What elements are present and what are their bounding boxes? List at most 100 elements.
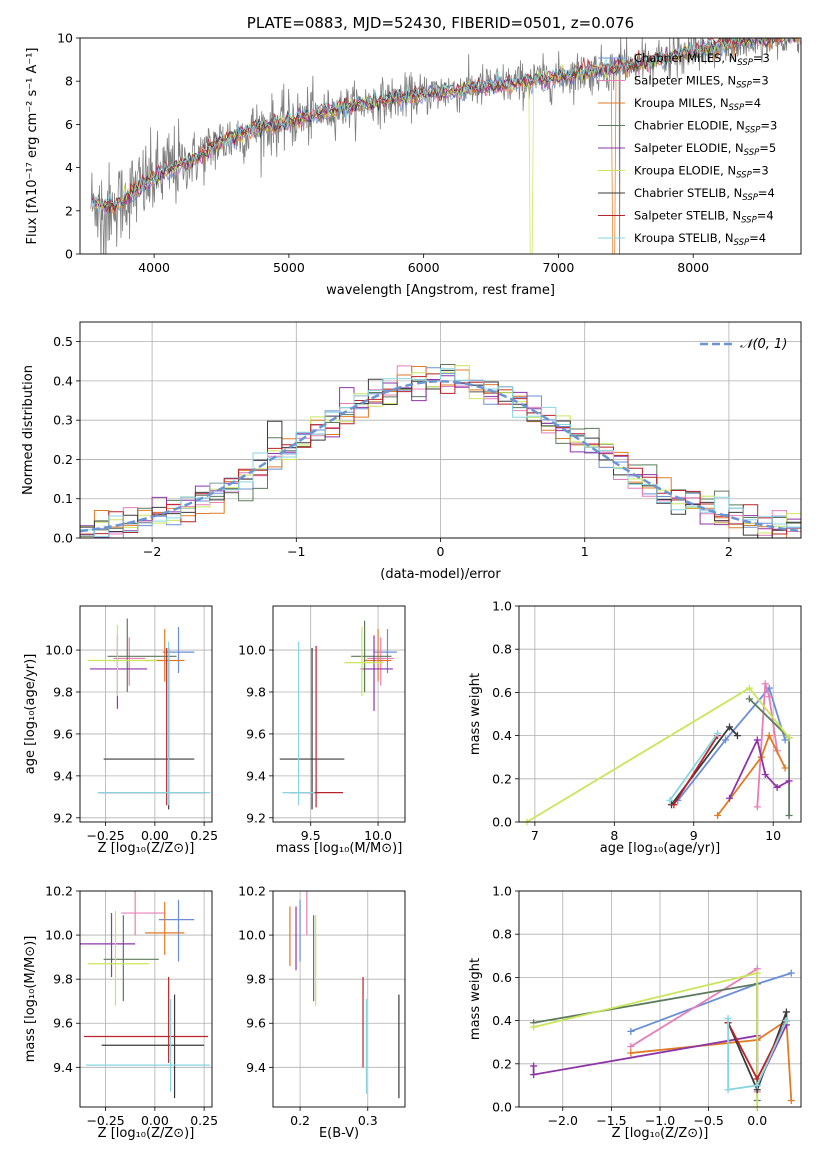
x-tick-label: −0.5 — [693, 1113, 723, 1128]
y-tick-label: 9.4 — [246, 1060, 266, 1075]
weight-marker — [782, 1017, 790, 1025]
weight-marker — [787, 1097, 795, 1105]
weight-marker — [785, 812, 793, 820]
spectrum-legend: Chabrier MILES, NSSP=3 Salpeter MILES, NS… — [598, 51, 777, 248]
residual-histogram — [80, 368, 801, 538]
y-tick-label: 9.4 — [53, 1060, 73, 1075]
weight-marker — [714, 729, 722, 737]
weight-marker — [666, 796, 674, 804]
x-axis-label: wavelength [Angstrom, rest frame] — [326, 283, 555, 298]
x-axis-label: mass [log₁₀(M/M⊙)] — [276, 841, 403, 856]
weight-lines — [530, 965, 795, 1111]
observed-spectrum — [90, 38, 800, 254]
y-tick-label: 10 — [57, 31, 73, 46]
legend-label: Kroupa MILES, NSSP=4 — [634, 96, 761, 113]
axes-frame — [79, 605, 213, 823]
weight-marker — [627, 1027, 635, 1035]
y-tick-label: 9.8 — [53, 684, 73, 699]
x-tick-label: 0 — [437, 544, 445, 559]
y-tick-label: 1.0 — [492, 884, 512, 899]
y-tick-label: 9.6 — [246, 726, 266, 741]
weight-marker — [782, 1008, 790, 1016]
y-tick-label: 9.8 — [246, 972, 266, 987]
y-tick-label: 0.0 — [492, 815, 512, 830]
y-tick-label: 0.4 — [492, 728, 512, 743]
weight-marker — [530, 1062, 538, 1070]
weight-marker — [670, 801, 678, 809]
weight-marker — [787, 969, 795, 977]
weight-marker — [745, 684, 753, 692]
y-tick-label: 8 — [65, 74, 73, 89]
y-tick-label: 1.0 — [492, 599, 512, 614]
y-tick-label: 0.0 — [492, 1100, 512, 1115]
weight-marker — [726, 794, 734, 802]
x-tick-label: 0.25 — [190, 828, 218, 843]
x-tick-label: 5000 — [273, 260, 305, 275]
model-spectrum — [91, 38, 796, 212]
weight-marker — [724, 1014, 732, 1022]
weight-marker — [733, 732, 741, 740]
error-bars — [80, 891, 211, 1099]
x-tick-label: −2 — [143, 544, 161, 559]
weight-marker — [753, 803, 761, 811]
y-tick-label: 10.0 — [45, 643, 73, 658]
weight-marker — [726, 723, 734, 731]
x-tick-label: −0.25 — [86, 828, 124, 843]
x-tick-label: 0.2 — [290, 1113, 310, 1128]
axes-frame — [518, 605, 802, 823]
x-tick-label: 0.0 — [747, 1113, 767, 1128]
axes-frame — [272, 605, 406, 823]
error-bars — [87, 618, 211, 810]
x-axis-label: Z [log₁₀(Z/Z⊙)] — [612, 1126, 709, 1141]
weight-line — [727, 1018, 788, 1091]
weight-marker — [781, 736, 789, 744]
y-tick-label: 0.8 — [492, 927, 512, 942]
weight-marker — [530, 1023, 538, 1031]
y-tick-label: 9.2 — [246, 810, 266, 825]
legend-label: Salpeter STELIB, NSSP=4 — [634, 209, 774, 226]
spectrum-lines — [90, 38, 801, 254]
axes-frame — [79, 37, 802, 255]
weight-marker — [724, 1086, 732, 1094]
weight-line — [669, 732, 719, 801]
y-axis-label: mass weight — [468, 673, 483, 755]
legend-label: Kroupa ELODIE, NSSP=3 — [634, 164, 769, 181]
y-tick-label: 0.6 — [492, 685, 512, 700]
y-tick-label: 0.4 — [53, 373, 73, 388]
weight-marker — [753, 736, 761, 744]
x-tick-label: −1 — [287, 544, 305, 559]
weight-marker — [765, 693, 773, 701]
chart-mass_vs_EBV: 0.2 0.3 9.4 9.6 9.8 10.0 10.2 E(B-V) — [238, 884, 406, 1141]
x-axis-label: Z [log₁₀(Z/Z⊙)] — [98, 1126, 195, 1141]
x-axis-label: Z [log₁₀(Z/Z⊙)] — [98, 841, 195, 856]
chart-weight_vs_Z: −2.0 −1.5 −1.0 −0.5 0.0 0.0 0.2 0.4 0.6 0.8 1.0 Z [… — [468, 884, 802, 1141]
weight-marker — [765, 732, 773, 740]
y-tick-label: 9.6 — [53, 1016, 73, 1031]
error-bars — [279, 620, 397, 810]
x-tick-label: −1.0 — [645, 1113, 675, 1128]
normal-reference-curve — [80, 380, 799, 533]
x-tick-label: 6000 — [408, 260, 440, 275]
weight-line — [748, 698, 790, 816]
chart-weight_vs_age: 7 8 9 10 0.0 0.2 0.4 0.6 0.8 1.0 age [log₁₀(age/yr… — [468, 599, 802, 856]
x-tick-label: 8 — [610, 828, 618, 843]
y-tick-label: 9.4 — [246, 768, 266, 783]
legend-label: Chabrier STELIB, NSSP=4 — [634, 186, 775, 203]
x-tick-label: 0.00 — [141, 1113, 169, 1128]
y-tick-label: 0 — [65, 247, 73, 262]
y-axis-label: Flux [fλ10⁻¹⁷ erg cm⁻² s⁻¹ A⁻¹] — [25, 48, 40, 245]
x-tick-label: 8000 — [677, 260, 709, 275]
x-tick-label: 0.00 — [141, 828, 169, 843]
y-tick-label: 0.0 — [53, 531, 73, 546]
y-axis-label: Normed distribution — [21, 365, 36, 495]
legend-label: Chabrier ELODIE, NSSP=3 — [634, 119, 777, 136]
y-tick-label: 0.2 — [492, 771, 512, 786]
x-tick-label: 9 — [690, 828, 698, 843]
y-tick-label: 0.3 — [53, 413, 73, 428]
y-axis-label: mass weight — [468, 958, 483, 1040]
weight-marker — [722, 736, 730, 744]
y-tick-label: 4 — [65, 160, 73, 175]
legend-label: Salpeter MILES, NSSP=3 — [634, 74, 769, 91]
